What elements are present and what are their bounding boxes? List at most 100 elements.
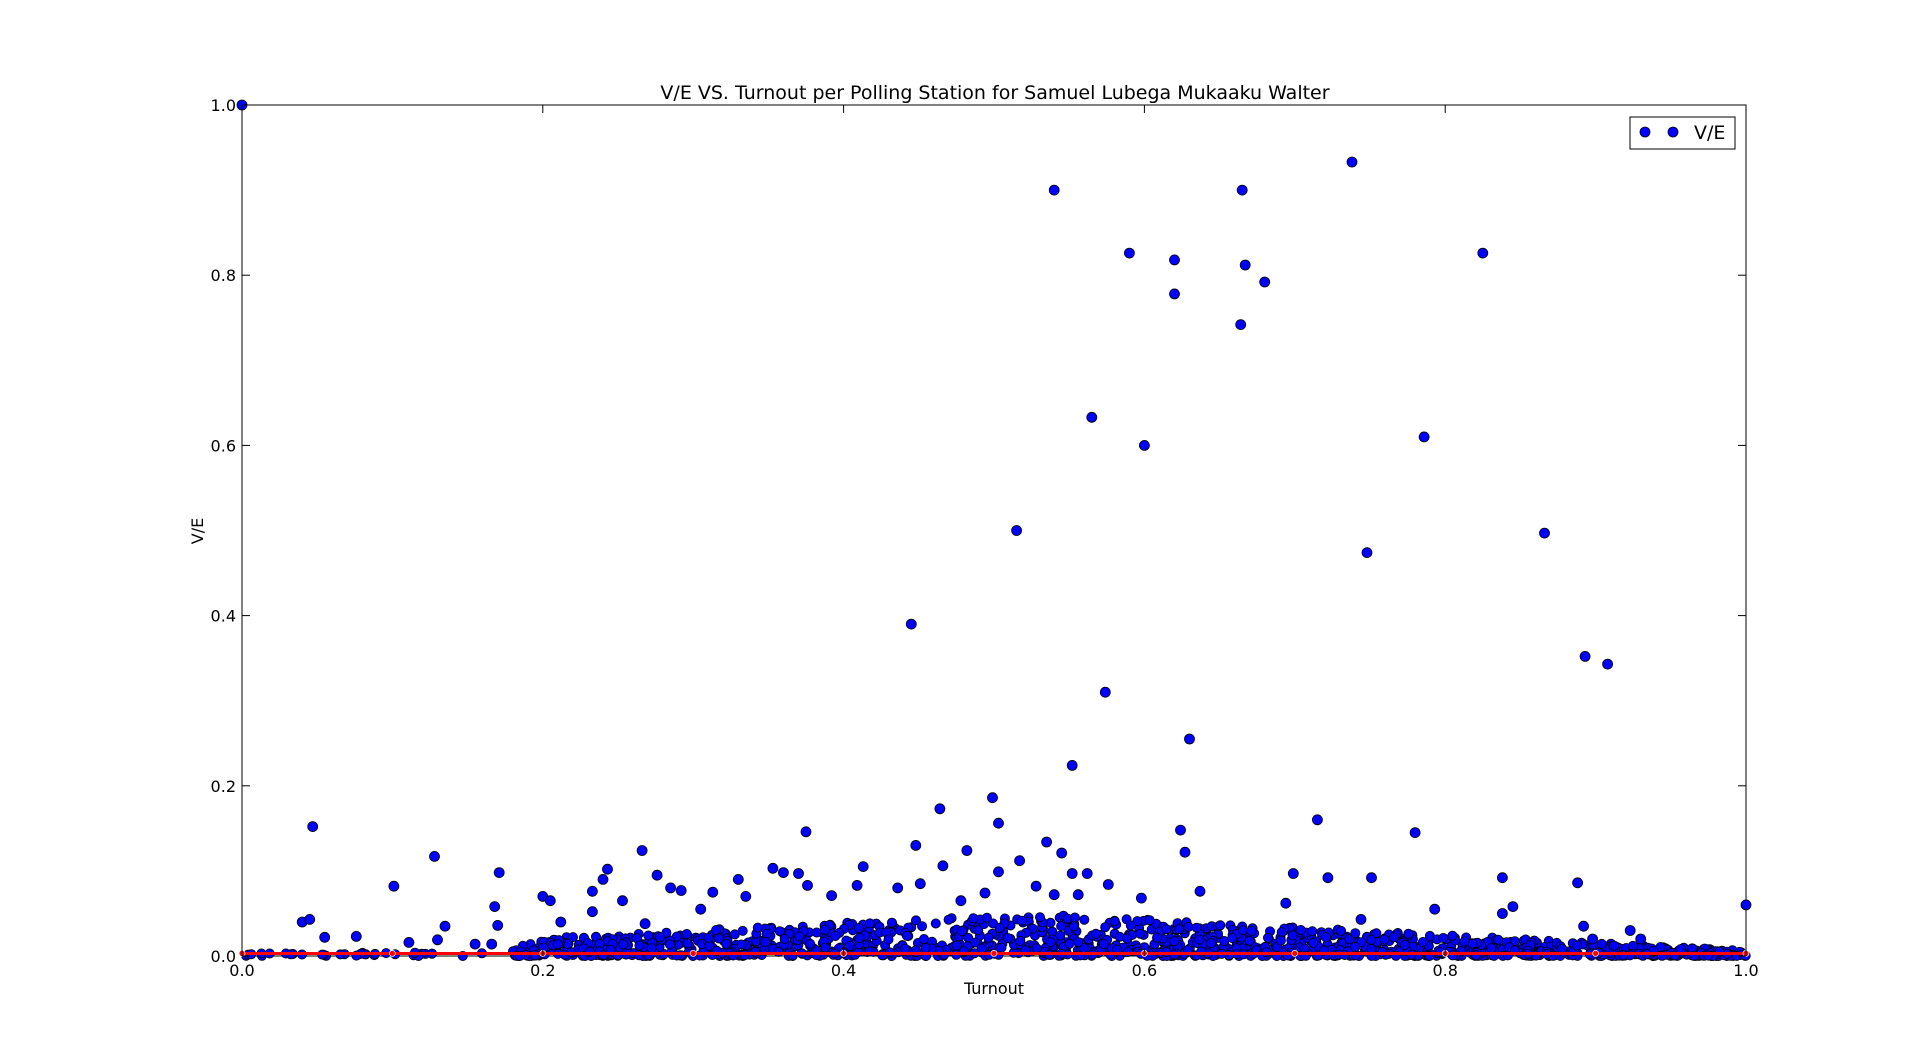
y-tick-label: 0.4 [211, 607, 236, 626]
ve-point [1069, 912, 1080, 923]
ve-point [1169, 936, 1180, 947]
ve-point [1447, 930, 1458, 941]
ve-point [957, 926, 968, 937]
ve-point [1144, 915, 1155, 926]
ve-point [917, 921, 928, 932]
ve-point [469, 938, 481, 950]
ve-point [1539, 527, 1550, 539]
ve-point [695, 903, 707, 915]
ve-point [993, 866, 1004, 878]
ve-point [1578, 920, 1589, 932]
ve-point [851, 880, 863, 891]
ve-point [1175, 824, 1186, 836]
x-tick-label: 0.6 [1132, 961, 1157, 980]
ve-point [886, 917, 897, 928]
ve-point [1184, 733, 1195, 745]
ve-point [1350, 942, 1361, 953]
ve-point [794, 931, 805, 942]
ve-point [1438, 933, 1449, 944]
ve-point [994, 922, 1005, 933]
ve-point [636, 845, 648, 856]
ve-point [350, 931, 362, 942]
ve-point [1035, 912, 1046, 923]
ve-point [1056, 921, 1067, 932]
ve-point [1366, 934, 1377, 945]
ve-point [1238, 925, 1249, 936]
ve-point [544, 895, 556, 907]
ve-point [934, 803, 946, 815]
ve-point [319, 931, 331, 943]
ve-point [1429, 903, 1441, 915]
x-tick-label: 0.2 [530, 961, 555, 980]
ve-point [1308, 938, 1319, 949]
ve-point [587, 885, 598, 897]
ve-point [778, 867, 789, 878]
baseline-point [388, 950, 396, 957]
ve-point [811, 927, 822, 938]
ve-point [1099, 686, 1111, 698]
ve-point [643, 930, 654, 941]
ve-point [1321, 932, 1332, 943]
x-tick-label: 0.0 [229, 961, 254, 980]
ve-point [492, 920, 504, 931]
ve-point [1409, 827, 1421, 838]
ve-point [1079, 914, 1090, 925]
ve-point [830, 931, 841, 942]
ve-point [307, 821, 319, 832]
ve-point [1206, 938, 1217, 949]
ve-point [707, 886, 719, 898]
ve-point [1244, 935, 1255, 946]
ve-point [1169, 288, 1180, 300]
ve-point [1602, 658, 1613, 670]
ve-point [1246, 926, 1257, 937]
ve-point [983, 932, 994, 943]
ve-point [1064, 938, 1075, 949]
ve-point [1635, 933, 1647, 945]
ve-point [1307, 926, 1318, 937]
ve-point [1135, 928, 1146, 939]
ve-point [1069, 921, 1080, 932]
ve-point [819, 924, 830, 935]
ve-point [774, 926, 785, 937]
ve-point [1031, 943, 1042, 954]
ve-point [1740, 899, 1752, 911]
y-tick-label: 1.0 [211, 96, 236, 115]
ve-point [1136, 892, 1147, 904]
ve-point [1259, 276, 1271, 288]
ve-point [805, 938, 816, 949]
ve-point [618, 939, 629, 950]
ve-point [1194, 885, 1206, 897]
ve-point [1048, 889, 1060, 901]
ve-point [1041, 836, 1052, 848]
ve-point [681, 929, 692, 940]
ve-point [721, 938, 732, 949]
ve-point [1169, 254, 1180, 266]
ve-point [1287, 868, 1299, 879]
ve-point [943, 914, 954, 925]
ve-point [937, 860, 949, 872]
ve-point [1287, 930, 1298, 941]
chart-title: V/E VS. Turnout per Polling Station for … [660, 82, 1329, 104]
ve-point [854, 923, 865, 934]
ve-point [1100, 922, 1111, 933]
x-tick-label: 0.4 [831, 961, 856, 980]
y-tick-label: 0.6 [211, 436, 236, 455]
ve-point [493, 867, 505, 878]
ve-point [899, 943, 910, 954]
ve-point [1627, 940, 1638, 951]
ve-point [651, 869, 663, 881]
ve-point [552, 939, 563, 950]
ve-point [429, 851, 440, 862]
ve-point [1002, 933, 1013, 944]
ve-point [682, 938, 693, 949]
ve-point [1486, 943, 1497, 954]
ve-point [1030, 880, 1042, 892]
ve-point [1403, 928, 1414, 939]
ve-point [703, 932, 714, 943]
ve-point [1467, 938, 1478, 949]
ve-point [1045, 937, 1056, 948]
ve-point [639, 918, 651, 930]
ve-point [1239, 259, 1251, 271]
x-tick-label: 0.8 [1432, 961, 1457, 980]
ve-point [1015, 935, 1026, 946]
